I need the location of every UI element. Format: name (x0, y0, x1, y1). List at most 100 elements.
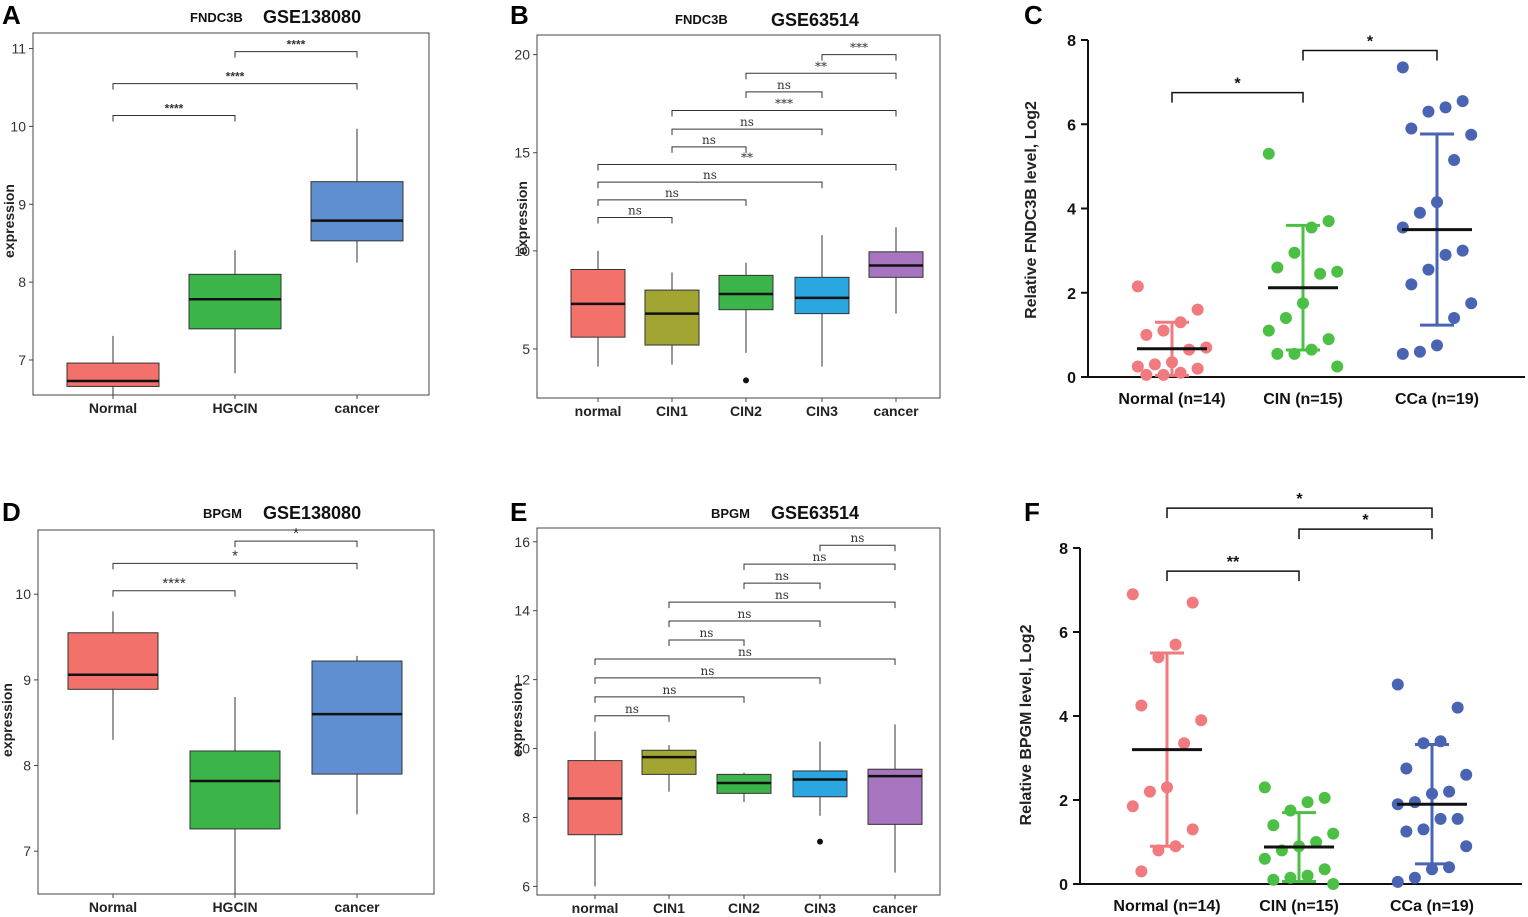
panel-f-data-point (1400, 825, 1413, 838)
panel-c-y-tick-label: 2 (1067, 286, 1076, 303)
panel-c-data-point (1262, 147, 1275, 160)
panel-a-significance-label: **** (287, 38, 306, 52)
panel-c-data-point (1305, 221, 1318, 234)
panel-f-data-point (1408, 871, 1421, 884)
panel-b-y-axis-label: expression (514, 181, 530, 255)
panel-a-box-hgcin (188, 273, 282, 330)
panel-c-data-point (1439, 101, 1452, 114)
panel-b-significance-label: *** (775, 97, 793, 111)
panel-c-x-tick-label: CCa (n=19) (1395, 391, 1479, 408)
panel-f-data-point (1267, 873, 1280, 886)
panel-b-y-tick-label: 10 (514, 243, 530, 259)
panel-b-significance-label: ** (815, 59, 827, 73)
panel-c-data-point (1396, 61, 1409, 74)
panel-b-x-tick-label: CIN2 (730, 403, 762, 419)
panel-f-data-point (1126, 588, 1139, 601)
panel-d-y-tick-label: 10 (15, 586, 31, 602)
panel-c-data-point (1174, 366, 1187, 379)
panel-e-significance-label: ns (663, 683, 677, 697)
panel-c-data-point (1331, 265, 1344, 278)
panel-a-y-tick-label: 7 (18, 352, 26, 368)
panel-b-outlier-point (743, 377, 749, 384)
panel-f-data-point (1178, 737, 1191, 750)
panel-e-plot: 6 8 10 12 14 16 normal CIN1 CIN2 CIN3 cancer ns ns ns… (514, 527, 941, 916)
panel-e-x-tick-label: cancer (872, 900, 918, 916)
panel-c-significance-label: * (1367, 34, 1374, 51)
panel-e-y-tick-label: 16 (514, 534, 530, 550)
panel-f-data-point (1318, 791, 1331, 804)
panel-a-gene: FNDC3B (190, 10, 243, 25)
panel-f-data-point (1310, 836, 1323, 848)
panel-f-data-point (1195, 714, 1208, 727)
panel-f-x-tick-label: CCa (n=19) (1390, 898, 1474, 915)
panel-c-significance-bracket (1302, 49, 1438, 61)
panel-b-y-tick-label: 5 (522, 341, 530, 357)
panel-c-data-point (1331, 360, 1344, 373)
panel-f-data-point (1169, 638, 1182, 651)
panel-d-significance-bracket (112, 590, 236, 597)
panel-c-data-point (1422, 105, 1435, 118)
panel-f-y-tick-label: 6 (1059, 625, 1068, 642)
panel-d-significance-label: **** (162, 575, 186, 592)
panel-f-y-tick-label: 2 (1059, 793, 1068, 810)
panel-a-y-tick-label: 10 (10, 118, 26, 134)
panel-e-y-tick-label: 12 (514, 672, 530, 688)
panel-b: B FNDC3B GSE63514 expression 5 10 15 20 norm… (510, 0, 941, 419)
panel-e-significance-bracket (743, 582, 821, 590)
panel-b-significance-bracket (745, 91, 823, 98)
panel-c-y-tick-label: 4 (1067, 202, 1076, 219)
panel-f-data-point (1460, 768, 1473, 781)
panel-a-x-tick-label: cancer (334, 400, 380, 416)
panel-b-box-cin2 (718, 274, 774, 311)
panel-e-significance-bracket (668, 639, 745, 646)
panel-f-data-point (1443, 785, 1456, 798)
panel-e-gene: BPGM (711, 506, 750, 521)
panel-c-data-point (1262, 324, 1275, 337)
panel-e-significance-bracket (594, 658, 896, 665)
panel-c-data-point (1322, 215, 1335, 228)
panel-c-data-point (1191, 362, 1204, 375)
panel-e-plot-frame (536, 527, 941, 896)
panel-e-y-tick-label: 8 (522, 809, 530, 825)
panel-d-y-tick-label: 9 (23, 672, 31, 688)
panel-c-data-point (1191, 303, 1204, 316)
panel-a-y-axis-label: expression (1, 184, 17, 258)
panel-d-x-tick-label: cancer (334, 899, 380, 915)
panel-c-data-point (1396, 347, 1409, 360)
panel-c-y-axis-label: Relative FNDC3B level, Log2 (1023, 101, 1040, 319)
panel-b-significance-bracket (671, 110, 897, 117)
panel-e-significance-label: ns (813, 550, 827, 564)
panel-f-significance-bracket (1166, 507, 1433, 519)
panel-f-data-point (1258, 781, 1271, 794)
panel-e-significance-label: ns (701, 664, 715, 678)
panel-b-plot-frame (536, 34, 941, 399)
panel-f-data-point (1426, 863, 1438, 876)
panel-e-significance-label: ns (775, 588, 789, 602)
panel-d-plot-frame (37, 529, 435, 895)
panel-e-y-tick-label: 10 (514, 741, 530, 757)
panel-d-box-cancer (311, 660, 403, 775)
panel-e-box-cancer (867, 768, 923, 825)
panel-b-x-tick-label: CIN1 (656, 403, 688, 419)
panel-f-data-point (1391, 875, 1404, 888)
panel-f-data-point (1267, 819, 1280, 832)
panel-f-data-point (1186, 596, 1199, 609)
panel-e-box-cin3 (792, 770, 848, 798)
panel-f-y-tick-label: 4 (1059, 709, 1068, 726)
panel-d-box-normal (67, 632, 159, 690)
panel-e-significance-bracket (594, 677, 821, 684)
panel-f-data-point (1318, 863, 1331, 876)
panel-a-y-tick-label: 11 (11, 41, 26, 57)
panel-f-data-point (1135, 699, 1148, 712)
panel-c-data-point (1157, 324, 1170, 337)
panel-c-data-point (1271, 347, 1284, 360)
panel-d-box-hgcin (189, 750, 281, 830)
panel-f-data-point (1301, 869, 1314, 882)
panel-e-significance-bracket (668, 620, 821, 628)
panel-a-x-tick-label: Normal (89, 400, 137, 416)
panel-b-significance-bracket (597, 199, 747, 206)
panel-a-plot-frame (32, 32, 430, 396)
panel-d-x-tick-label: Normal (89, 899, 137, 915)
